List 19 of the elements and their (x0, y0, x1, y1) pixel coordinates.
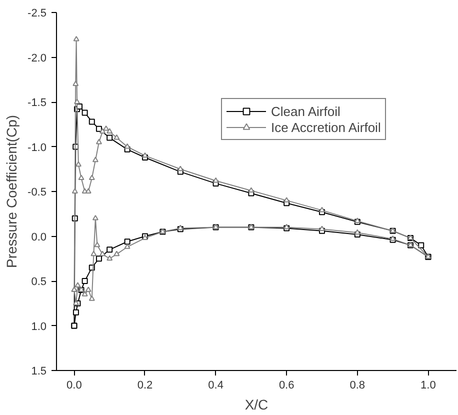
y-tick-label: 0.5 (31, 276, 47, 288)
legend-label: Clean Airfoil (271, 103, 340, 119)
x-tick-label: 0.2 (137, 380, 153, 392)
y-axis-title: Pressure Coefficient(Cp) (4, 114, 20, 268)
y-tick-label: -2.5 (28, 8, 47, 20)
y-tick-label: -1.0 (28, 142, 47, 154)
x-tick-label: 0.0 (66, 380, 82, 392)
x-tick-label: 0.4 (208, 380, 224, 392)
y-tick-label: 0.0 (31, 231, 47, 244)
x-tick-label: 1.0 (420, 380, 436, 392)
y-tick-label: 1.0 (31, 320, 47, 333)
legend-label: Ice Accretion Airfoil (271, 119, 381, 135)
x-tick-label: 0.6 (278, 380, 294, 392)
y-tick-label: 1.5 (31, 366, 47, 378)
y-tick-label: -0.5 (28, 186, 47, 198)
x-axis-title: X/C (244, 396, 268, 412)
y-tick-label: -1.5 (28, 97, 47, 109)
x-tick-label: 0.8 (350, 380, 366, 392)
y-tick-label: -2.0 (28, 52, 47, 64)
